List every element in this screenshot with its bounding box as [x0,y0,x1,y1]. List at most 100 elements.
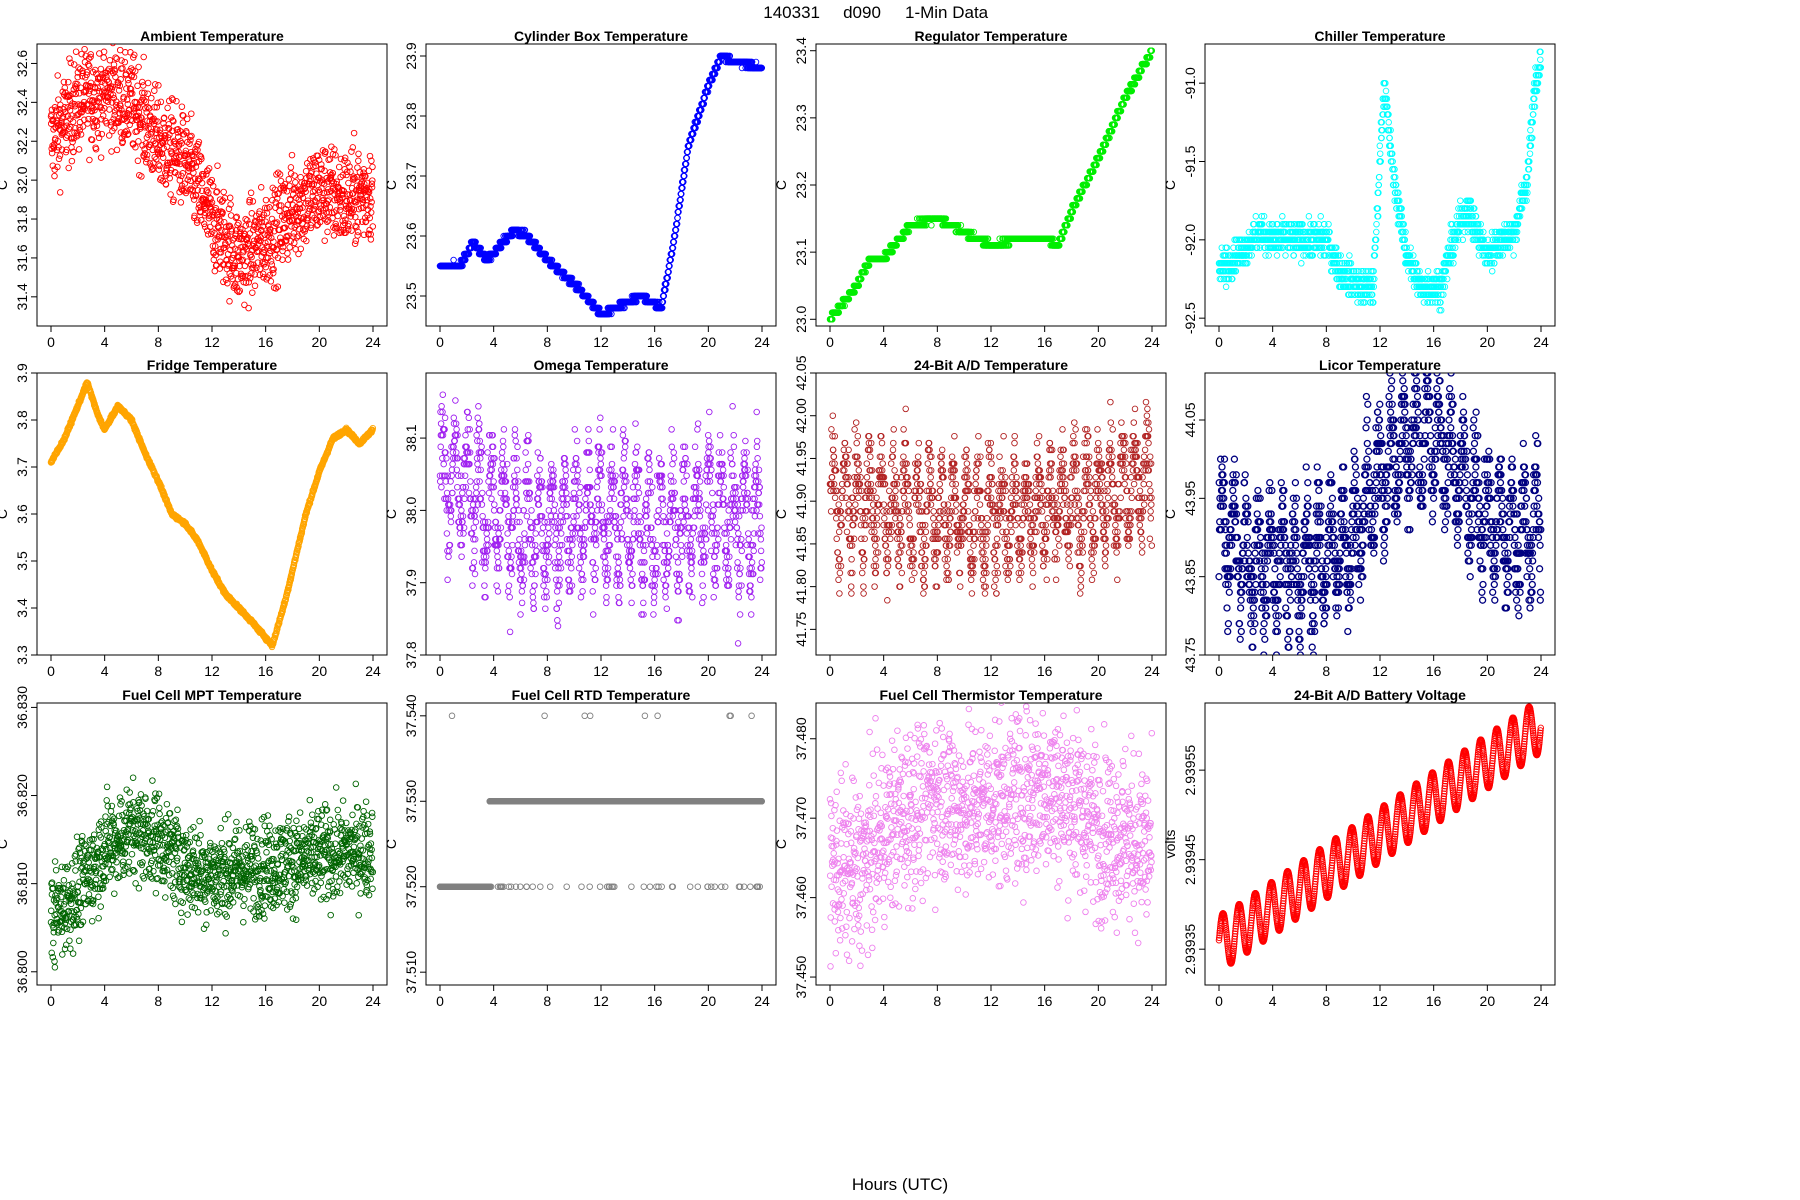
data-point [330,232,338,239]
data-point [1348,267,1355,275]
data-point [160,114,168,122]
data-point [97,103,104,111]
data-point [256,265,264,273]
data-point [89,96,96,104]
data-point [170,118,177,125]
data-point [194,186,201,194]
data-point [1309,252,1317,259]
data-point [100,30,106,36]
data-point [336,206,344,214]
data-point [233,269,240,277]
data-point [352,213,359,221]
data-point [73,84,80,92]
data-point [86,82,94,90]
data-point [1086,175,1094,182]
data-point [225,238,232,245]
data-point [344,226,352,234]
data-point [368,157,375,165]
data-point [255,219,262,226]
data-point [301,184,309,192]
data-point [209,182,217,190]
data-point [1114,114,1121,122]
data-point [246,230,254,237]
data-point [247,189,255,197]
data-point [184,176,192,184]
data-point [222,276,230,283]
data-point [883,255,891,263]
data-point [284,250,291,257]
data-point [1346,252,1353,259]
data-points [436,52,766,318]
data-point [85,115,92,123]
data-point [329,169,337,177]
data-point [53,106,60,114]
data-point [1339,260,1346,267]
data-point [368,180,376,188]
data-point [1325,236,1332,244]
figure-title-id: 140331 [763,3,820,22]
data-point [1067,215,1075,222]
data-point [231,262,239,269]
data-point [326,204,334,211]
data-point [69,138,76,146]
data-point [1222,283,1230,291]
data-point [299,204,306,211]
data-point [98,130,106,138]
data-point [87,51,95,58]
data-point [81,116,88,124]
data-point [171,169,179,176]
data-point [129,117,136,124]
y-tick-label: 32.2 [14,127,30,154]
data-point [862,269,869,276]
data-point [187,136,194,144]
data-point [307,156,314,163]
data-point [89,68,97,76]
data-point [286,244,293,251]
data-point [93,122,101,129]
data-point [149,146,156,154]
data-point [1076,195,1084,202]
data-point [49,162,57,169]
data-point [970,228,978,236]
data-point [240,247,247,254]
data-point [155,161,162,168]
data-point [230,251,237,259]
panel-0: Ambient TemperatureC0481216202431.431.63… [0,28,388,350]
data-point [56,152,64,159]
data-point [267,225,274,233]
data-point [251,282,259,290]
data-point [354,218,362,226]
data-point [148,129,155,136]
data-point [324,228,331,236]
data-point [164,159,172,167]
data-point [343,198,351,205]
data-point [339,190,347,198]
data-point [163,143,171,150]
data-point [196,152,204,160]
data-point [1102,141,1110,148]
data-point [1090,168,1097,175]
data-point [335,163,343,171]
data-point [1050,235,1057,242]
data-point [140,97,148,104]
data-point [321,167,328,174]
data-point [139,82,147,89]
y-axis-label: C [383,180,399,190]
x-tick-label: 0 [826,334,834,350]
data-point [167,147,175,155]
data-point [217,245,224,253]
data-point [1005,242,1013,249]
data-point [100,54,107,61]
data-point [102,97,110,104]
data-point [154,126,161,134]
data-point [1099,148,1107,155]
data-point [118,106,125,114]
data-point [119,138,127,145]
data-point [1357,299,1365,306]
data-point [346,197,354,204]
data-point [69,90,77,98]
data-point [350,173,357,180]
data-point [1337,252,1344,259]
data-point [79,67,86,75]
data-point [210,249,217,257]
